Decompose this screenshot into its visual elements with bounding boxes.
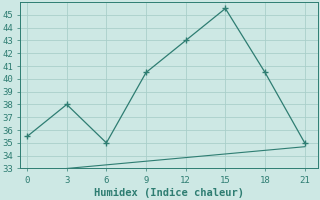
X-axis label: Humidex (Indice chaleur): Humidex (Indice chaleur) — [94, 188, 244, 198]
